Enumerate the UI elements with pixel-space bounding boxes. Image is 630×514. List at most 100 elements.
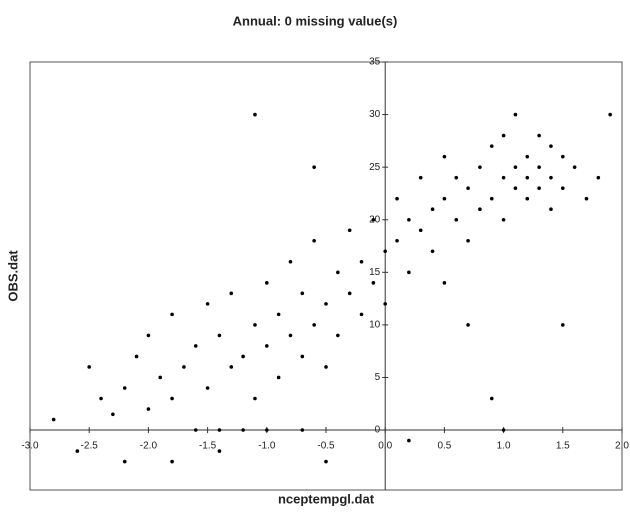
point bbox=[489, 196, 494, 201]
point bbox=[359, 260, 364, 264]
x-tick-label: 0.0 bbox=[378, 441, 392, 452]
point bbox=[537, 186, 541, 190]
point bbox=[265, 428, 269, 432]
point bbox=[336, 270, 340, 275]
point bbox=[324, 302, 328, 306]
point bbox=[442, 281, 447, 285]
point bbox=[407, 270, 411, 275]
point bbox=[229, 365, 234, 369]
x-tick-label: -2.5 bbox=[81, 441, 99, 452]
point bbox=[549, 207, 553, 212]
point bbox=[525, 196, 530, 201]
y-tick-label: 30 bbox=[369, 109, 381, 120]
point bbox=[549, 175, 553, 180]
point bbox=[537, 133, 541, 138]
point bbox=[537, 165, 541, 169]
point bbox=[241, 354, 245, 359]
point bbox=[501, 428, 506, 432]
point bbox=[336, 333, 340, 338]
point bbox=[371, 281, 376, 285]
point bbox=[182, 365, 186, 369]
point bbox=[418, 175, 423, 180]
point bbox=[513, 112, 518, 117]
y-tick-label: 0 bbox=[375, 425, 381, 436]
point bbox=[466, 323, 470, 327]
point bbox=[122, 386, 127, 390]
point bbox=[561, 323, 565, 327]
y-tick-label: 5 bbox=[375, 372, 381, 383]
point bbox=[489, 396, 494, 401]
point bbox=[253, 112, 257, 117]
point bbox=[501, 133, 506, 138]
point bbox=[407, 438, 411, 443]
y-tick-label: 35 bbox=[369, 57, 381, 68]
point bbox=[170, 396, 174, 401]
point bbox=[99, 396, 103, 401]
point bbox=[347, 291, 352, 296]
x-tick-label: -2.0 bbox=[140, 441, 158, 452]
point bbox=[501, 217, 506, 222]
x-tick-label: -3.0 bbox=[21, 441, 39, 452]
point bbox=[430, 207, 435, 212]
point bbox=[596, 175, 601, 180]
point bbox=[442, 154, 447, 159]
point bbox=[561, 154, 565, 159]
x-axis-label: nceptempgl.dat bbox=[278, 491, 375, 506]
point bbox=[300, 291, 305, 296]
point bbox=[572, 165, 577, 169]
point bbox=[466, 238, 470, 243]
x-tick-label: 2.0 bbox=[615, 441, 629, 452]
point bbox=[383, 302, 388, 306]
plot-frame bbox=[29, 61, 623, 491]
point bbox=[170, 312, 174, 317]
point bbox=[146, 407, 151, 411]
point bbox=[217, 449, 222, 453]
point bbox=[253, 396, 257, 401]
point bbox=[276, 312, 281, 317]
point bbox=[383, 249, 388, 254]
x-tick-label: 1.0 bbox=[497, 441, 511, 452]
x-tick-label: -0.5 bbox=[317, 441, 335, 452]
point bbox=[454, 217, 459, 222]
point bbox=[300, 428, 305, 432]
x-tick-label: -1.0 bbox=[258, 441, 276, 452]
point bbox=[111, 412, 115, 417]
point bbox=[324, 365, 328, 369]
point bbox=[584, 196, 589, 201]
point bbox=[300, 354, 305, 359]
point bbox=[205, 302, 210, 306]
point bbox=[122, 459, 127, 464]
point bbox=[442, 196, 447, 201]
point bbox=[193, 344, 198, 348]
point bbox=[371, 217, 376, 222]
point bbox=[454, 175, 459, 180]
point bbox=[241, 428, 245, 432]
point bbox=[418, 228, 423, 233]
point bbox=[265, 344, 269, 348]
point bbox=[347, 228, 352, 233]
point bbox=[359, 312, 364, 317]
point bbox=[193, 428, 198, 432]
point bbox=[217, 333, 222, 338]
point bbox=[489, 144, 494, 148]
point bbox=[525, 175, 530, 180]
point bbox=[478, 165, 482, 169]
point bbox=[395, 238, 399, 243]
point bbox=[205, 386, 210, 390]
point bbox=[288, 333, 293, 338]
y-tick-label: 10 bbox=[369, 320, 381, 331]
point bbox=[501, 175, 506, 180]
point bbox=[312, 323, 316, 327]
x-tick-label: -1.5 bbox=[199, 441, 217, 452]
point bbox=[146, 333, 151, 338]
point bbox=[288, 260, 293, 264]
x-tick-label: 1.5 bbox=[556, 441, 570, 452]
point bbox=[158, 375, 163, 380]
point bbox=[229, 291, 234, 296]
point bbox=[513, 165, 518, 169]
y-axis-label: OBS.dat bbox=[5, 250, 20, 302]
point bbox=[324, 459, 328, 464]
point bbox=[312, 238, 316, 243]
point bbox=[608, 112, 612, 117]
chart-title: Annual: 0 missing value(s) bbox=[233, 13, 398, 28]
